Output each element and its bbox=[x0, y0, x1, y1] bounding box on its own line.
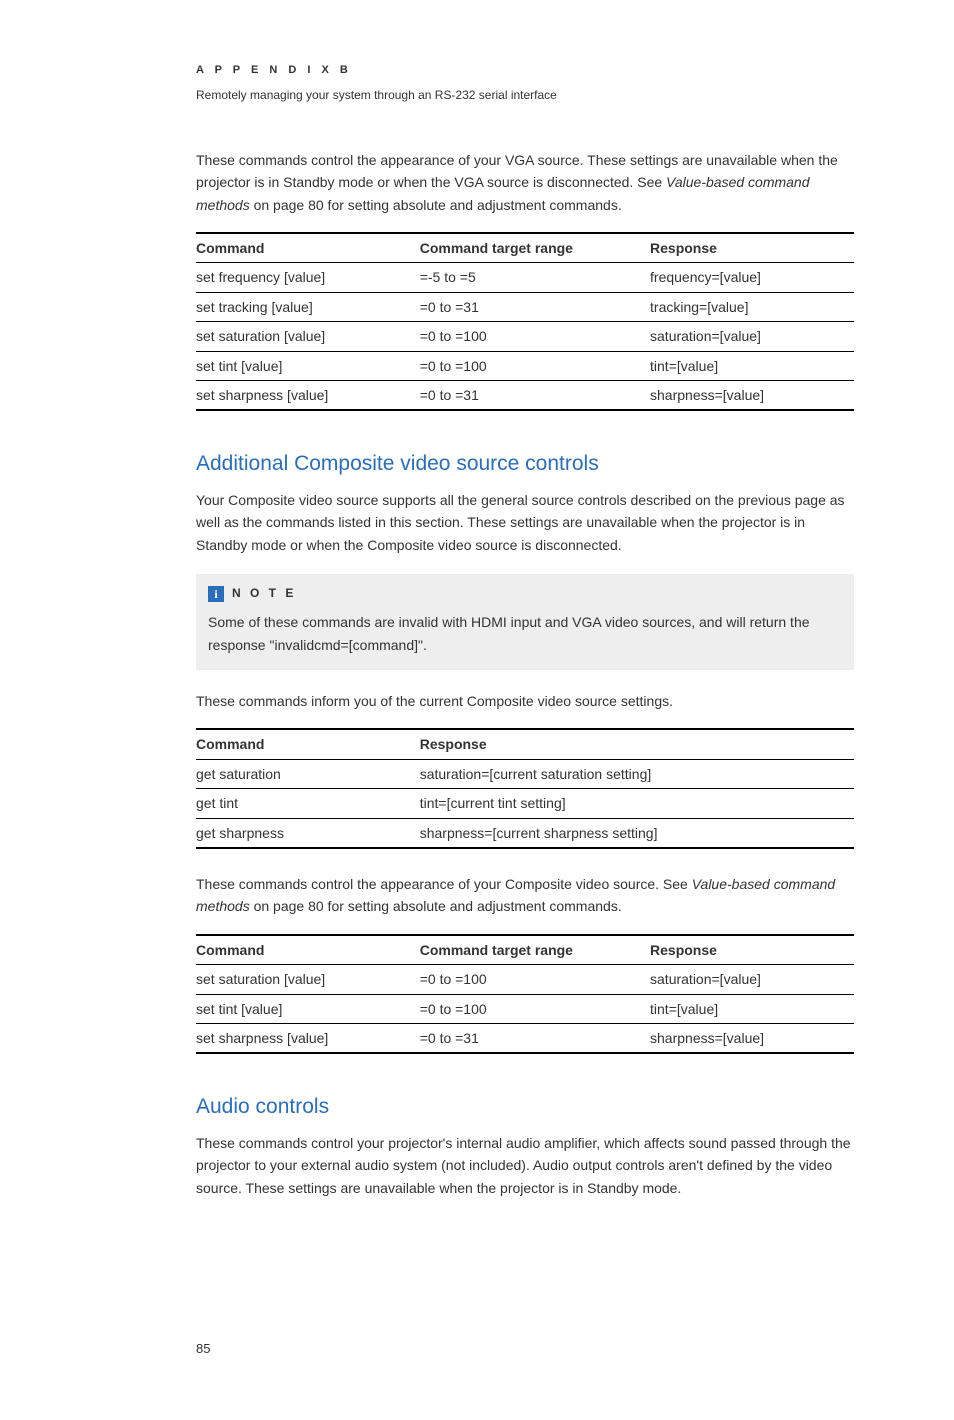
note-header: i N O T E bbox=[208, 584, 842, 603]
table-cell: tracking=[value] bbox=[650, 292, 854, 321]
table-body: get saturationsaturation=[current satura… bbox=[196, 759, 854, 848]
table-row: set sharpness [value]=0 to =31sharpness=… bbox=[196, 380, 854, 410]
table-cell: =0 to =31 bbox=[420, 292, 650, 321]
note-label: N O T E bbox=[232, 584, 296, 603]
table-row: set tracking [value]=0 to =31tracking=[v… bbox=[196, 292, 854, 321]
audio-paragraph: These commands control your projector's … bbox=[196, 1132, 854, 1199]
table-header: Response bbox=[420, 729, 854, 759]
table-row: set frequency [value]=-5 to =5frequency=… bbox=[196, 263, 854, 292]
table-cell: =0 to =31 bbox=[420, 380, 650, 410]
table-cell: sharpness=[current sharpness setting] bbox=[420, 818, 854, 848]
table-header: Command bbox=[196, 729, 420, 759]
table-cell: tint=[value] bbox=[650, 994, 854, 1023]
table-header: Command bbox=[196, 233, 420, 263]
table-header: Command target range bbox=[420, 935, 650, 965]
composite-set-paragraph: These commands control the appearance of… bbox=[196, 873, 854, 918]
table-cell: set saturation [value] bbox=[196, 322, 420, 351]
para3-b: on page 80 for setting absolute and adju… bbox=[250, 898, 622, 914]
vga-commands-table: Command Command target range Response se… bbox=[196, 232, 854, 411]
table-cell: set sharpness [value] bbox=[196, 380, 420, 410]
table-body: set frequency [value]=-5 to =5frequency=… bbox=[196, 263, 854, 410]
table-cell: saturation=[value] bbox=[650, 965, 854, 994]
table-row: get saturationsaturation=[current satura… bbox=[196, 759, 854, 788]
table-cell: frequency=[value] bbox=[650, 263, 854, 292]
intro-paragraph: These commands control the appearance of… bbox=[196, 149, 854, 216]
table-cell: tint=[current tint setting] bbox=[420, 789, 854, 818]
table-body: set saturation [value]=0 to =100saturati… bbox=[196, 965, 854, 1054]
table-cell: sharpness=[value] bbox=[650, 380, 854, 410]
page-number: 85 bbox=[196, 1339, 854, 1360]
table-cell: set tint [value] bbox=[196, 351, 420, 380]
table-header: Command target range bbox=[420, 233, 650, 263]
info-icon: i bbox=[208, 586, 224, 602]
composite-set-table: Command Command target range Response se… bbox=[196, 934, 854, 1055]
table-header: Response bbox=[650, 233, 854, 263]
table-cell: tint=[value] bbox=[650, 351, 854, 380]
composite-get-table: Command Response get saturationsaturatio… bbox=[196, 728, 854, 849]
table-cell: set frequency [value] bbox=[196, 263, 420, 292]
table-header: Command bbox=[196, 935, 420, 965]
table-row: set sharpness [value]=0 to =31sharpness=… bbox=[196, 1023, 854, 1053]
table-cell: set tracking [value] bbox=[196, 292, 420, 321]
table-row: set tint [value]=0 to =100tint=[value] bbox=[196, 994, 854, 1023]
table-cell: get sharpness bbox=[196, 818, 420, 848]
table-row: get tinttint=[current tint setting] bbox=[196, 789, 854, 818]
section-heading-audio: Audio controls bbox=[196, 1090, 854, 1124]
table-cell: sharpness=[value] bbox=[650, 1023, 854, 1053]
section-heading-composite: Additional Composite video source contro… bbox=[196, 447, 854, 481]
table-row: get sharpnesssharpness=[current sharpnes… bbox=[196, 818, 854, 848]
table-cell: =0 to =100 bbox=[420, 965, 650, 994]
note-text: Some of these commands are invalid with … bbox=[208, 611, 842, 656]
table-cell: get saturation bbox=[196, 759, 420, 788]
table-row: set saturation [value]=0 to =100saturati… bbox=[196, 965, 854, 994]
table-cell: =0 to =100 bbox=[420, 351, 650, 380]
table-cell: =0 to =100 bbox=[420, 994, 650, 1023]
para3-a: These commands control the appearance of… bbox=[196, 876, 692, 892]
appendix-label: A P P E N D I X B bbox=[196, 62, 854, 80]
intro-text-b: on page 80 for setting absolute and adju… bbox=[250, 197, 622, 213]
table-row: set saturation [value]=0 to =100saturati… bbox=[196, 322, 854, 351]
table-cell: get tint bbox=[196, 789, 420, 818]
table-row: set tint [value]=0 to =100tint=[value] bbox=[196, 351, 854, 380]
table-cell: =0 to =100 bbox=[420, 322, 650, 351]
note-box: i N O T E Some of these commands are inv… bbox=[196, 574, 854, 670]
composite-paragraph: Your Composite video source supports all… bbox=[196, 489, 854, 556]
table-cell: set sharpness [value] bbox=[196, 1023, 420, 1053]
table-cell: =-5 to =5 bbox=[420, 263, 650, 292]
header-subtitle: Remotely managing your system through an… bbox=[196, 86, 854, 105]
table-cell: =0 to =31 bbox=[420, 1023, 650, 1053]
table-header: Response bbox=[650, 935, 854, 965]
table-cell: set tint [value] bbox=[196, 994, 420, 1023]
composite-info-paragraph: These commands inform you of the current… bbox=[196, 690, 854, 712]
table-cell: set saturation [value] bbox=[196, 965, 420, 994]
table-cell: saturation=[current saturation setting] bbox=[420, 759, 854, 788]
table-cell: saturation=[value] bbox=[650, 322, 854, 351]
